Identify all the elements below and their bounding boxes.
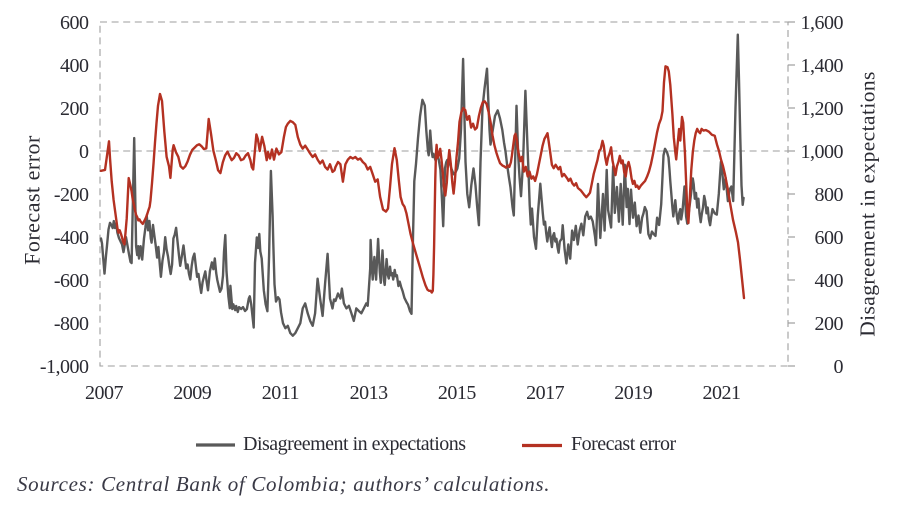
svg-text:0: 0	[79, 141, 89, 163]
svg-text:600: 600	[60, 12, 89, 34]
svg-text:Disagreement in expectations: Disagreement in expectations	[856, 71, 880, 337]
svg-text:2021: 2021	[703, 382, 741, 404]
svg-text:200: 200	[815, 313, 844, 335]
svg-text:400: 400	[60, 55, 89, 77]
svg-text:-800: -800	[54, 313, 89, 335]
svg-text:800: 800	[815, 184, 844, 206]
svg-text:0: 0	[834, 356, 844, 378]
svg-text:2015: 2015	[438, 382, 477, 404]
svg-text:2009: 2009	[173, 382, 212, 404]
svg-text:1,200: 1,200	[801, 98, 844, 120]
svg-text:600: 600	[815, 227, 844, 249]
svg-text:Sources: Central Bank of Colom: Sources: Central Bank of Colombia; autho…	[17, 472, 550, 496]
svg-text:-1,000: -1,000	[40, 356, 89, 378]
svg-text:Disagreement in expectations: Disagreement in expectations	[243, 433, 466, 455]
svg-text:1,400: 1,400	[801, 55, 844, 77]
svg-text:2007: 2007	[85, 382, 124, 404]
svg-text:400: 400	[815, 270, 844, 292]
svg-text:1,600: 1,600	[801, 12, 844, 34]
svg-text:2017: 2017	[526, 382, 565, 404]
svg-text:2013: 2013	[350, 382, 389, 404]
svg-text:1,000: 1,000	[801, 141, 844, 163]
svg-text:-200: -200	[54, 184, 89, 206]
svg-text:Forecast error: Forecast error	[571, 433, 676, 455]
svg-text:2019: 2019	[614, 382, 653, 404]
svg-text:Forecast error: Forecast error	[20, 135, 45, 265]
svg-text:200: 200	[60, 98, 89, 120]
svg-text:2011: 2011	[262, 382, 299, 404]
svg-text:-400: -400	[54, 227, 89, 249]
svg-text:-600: -600	[54, 270, 89, 292]
